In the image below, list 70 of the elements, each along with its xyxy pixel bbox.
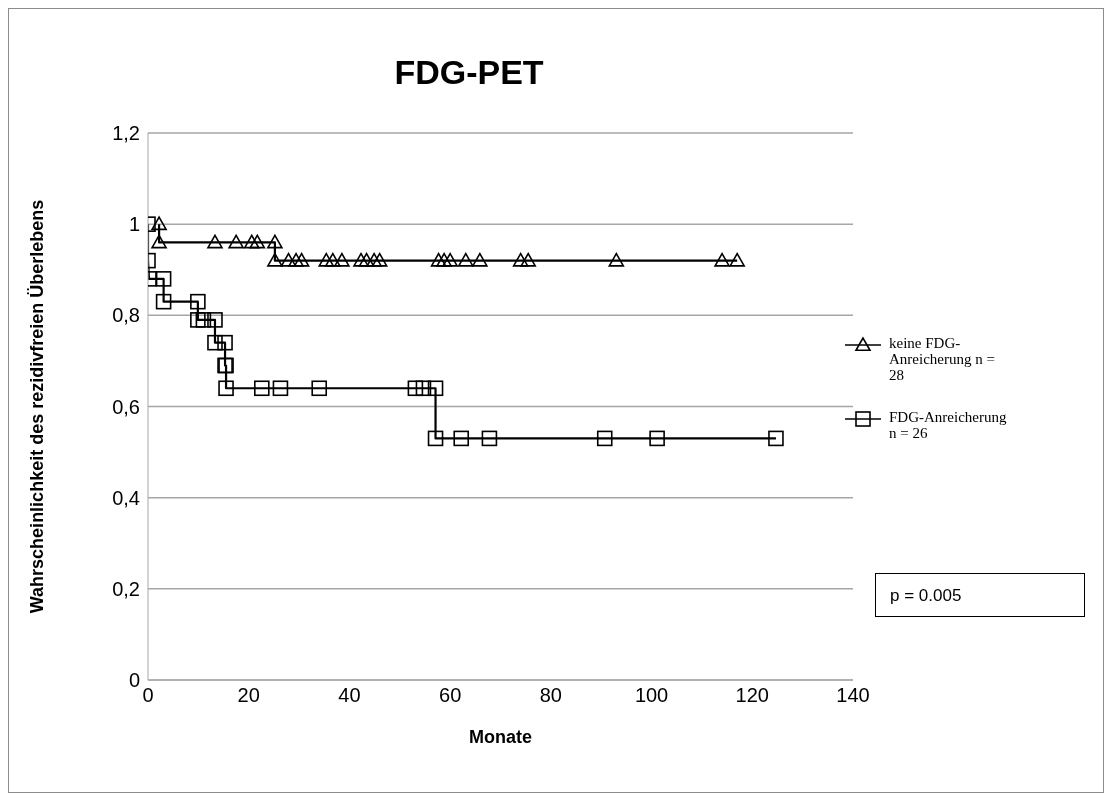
x-tick-label: 0 <box>142 684 154 707</box>
x-tick-label: 120 <box>735 684 769 707</box>
point <box>207 312 223 328</box>
point <box>714 252 730 267</box>
point <box>280 252 297 267</box>
point <box>217 334 233 351</box>
y-tick-label: 0,6 <box>112 395 140 418</box>
point <box>442 252 458 267</box>
x-axis-title: Monate <box>469 726 532 747</box>
point <box>427 430 444 447</box>
x-tick-label: 140 <box>836 684 870 707</box>
y-tick-label: 0,8 <box>112 304 140 327</box>
x-tick-label: 40 <box>338 684 361 707</box>
point <box>151 234 167 249</box>
point <box>512 252 529 267</box>
point <box>768 430 784 447</box>
point <box>334 252 350 267</box>
point <box>155 293 172 310</box>
point <box>218 380 234 397</box>
point <box>293 252 310 267</box>
x-tick-label: 60 <box>439 684 462 707</box>
point <box>325 252 341 267</box>
y-tick-label: 0 <box>128 669 140 692</box>
y-axis-title: Wahrscheinlichkeit des rezidivfreien Überlebens <box>27 199 48 614</box>
point <box>358 252 375 267</box>
point <box>195 312 212 328</box>
point <box>249 234 266 249</box>
point <box>453 430 470 447</box>
point <box>272 380 289 397</box>
point <box>407 380 424 397</box>
y-tick-label: 1,2 <box>112 122 140 145</box>
point <box>729 252 745 267</box>
point <box>190 293 206 310</box>
y-tick-label: 0,2 <box>112 577 140 600</box>
point <box>371 252 388 267</box>
x-tick-label: 100 <box>634 684 669 707</box>
point <box>472 252 488 267</box>
point <box>649 430 665 447</box>
y-tick-label: 0,4 <box>112 486 140 509</box>
text: p = 0.005 <box>875 573 1085 617</box>
chart-title: FDG-PET <box>393 53 545 92</box>
point <box>430 252 447 267</box>
point <box>267 234 283 249</box>
point <box>190 312 206 328</box>
point <box>415 380 432 397</box>
point <box>596 430 613 447</box>
point <box>254 380 270 397</box>
point <box>155 271 172 287</box>
point <box>520 252 536 267</box>
legend-label: FDG-Anreicherung n = 26 <box>889 408 1008 441</box>
point <box>366 252 382 267</box>
x-tick-label: 20 <box>237 684 260 707</box>
legend-label: keine FDG-Anreicherung n = 28 <box>889 334 996 383</box>
point <box>436 252 452 267</box>
point <box>151 216 167 231</box>
point <box>481 430 498 447</box>
point <box>457 252 474 267</box>
y-tick-label: 1 <box>128 213 140 236</box>
point <box>207 234 223 249</box>
point <box>608 252 625 267</box>
point <box>353 252 369 267</box>
point <box>427 380 444 397</box>
x-tick-label: 80 <box>539 684 562 707</box>
point <box>207 334 223 351</box>
point <box>267 252 283 267</box>
point <box>318 252 335 267</box>
point <box>288 252 304 267</box>
point <box>243 234 260 249</box>
point <box>228 234 244 249</box>
point <box>311 380 328 397</box>
